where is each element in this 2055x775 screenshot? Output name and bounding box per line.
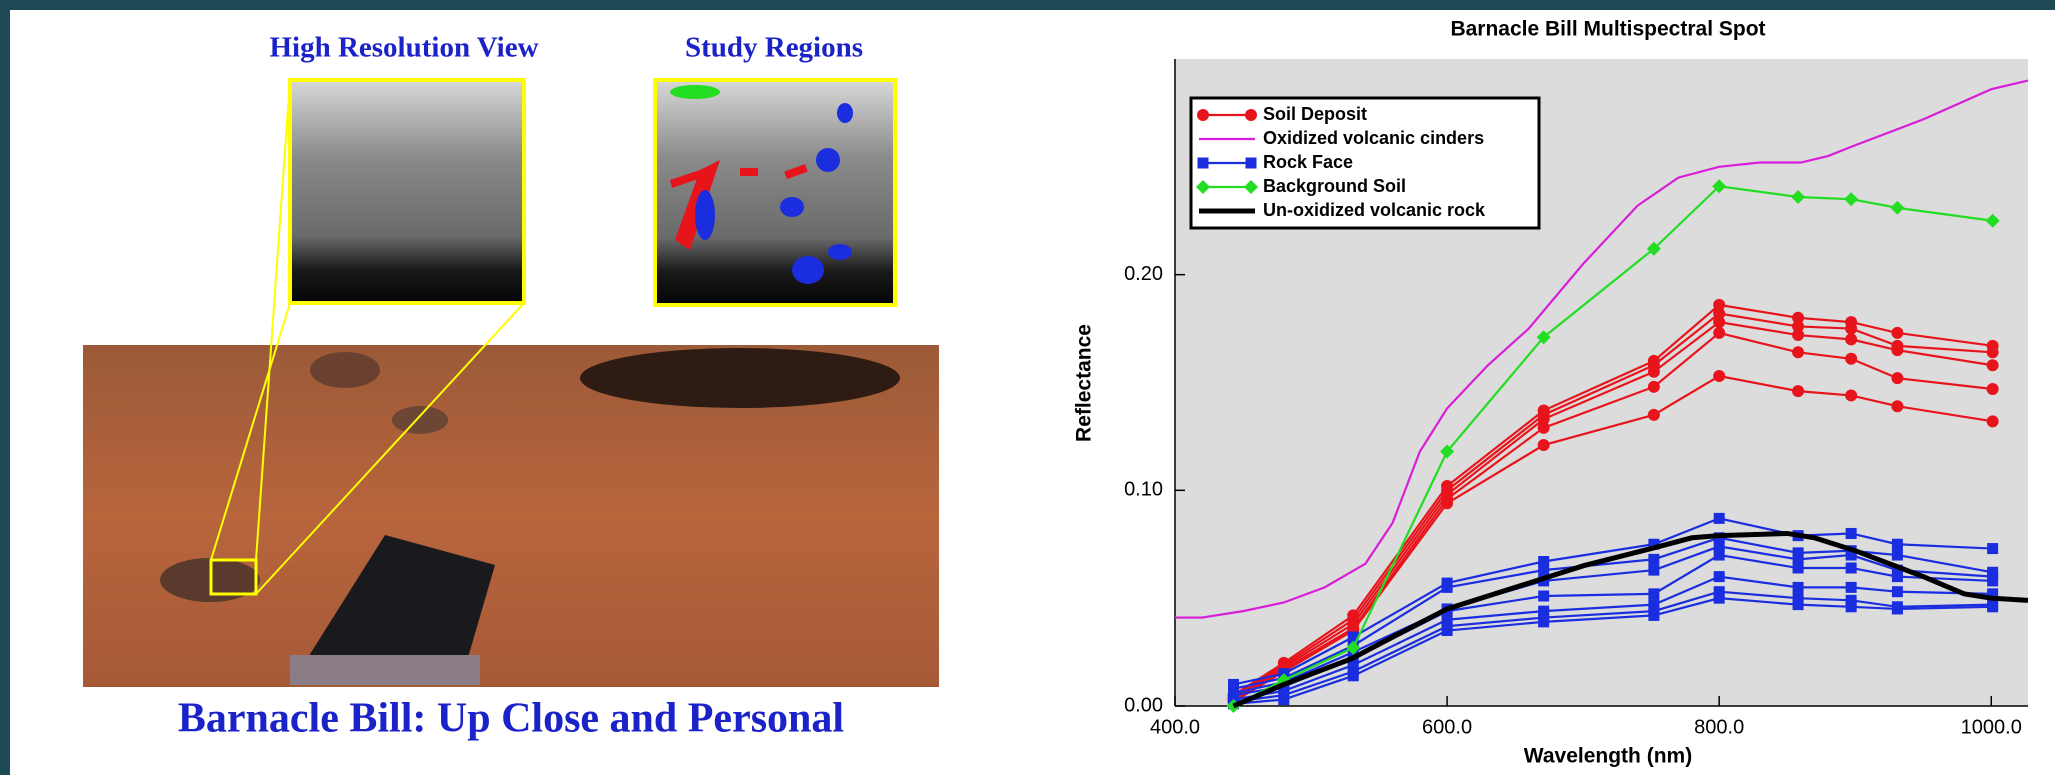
marker bbox=[1845, 323, 1857, 335]
region-blue bbox=[816, 148, 840, 172]
chart-title: Barnacle Bill Multispectral Spot bbox=[1450, 18, 1765, 41]
marker bbox=[1987, 346, 1999, 358]
x-tick-label: 400.0 bbox=[1150, 716, 1200, 738]
marker bbox=[1538, 422, 1550, 434]
y-tick-label: 0.10 bbox=[1124, 479, 1163, 501]
marker bbox=[1246, 158, 1257, 169]
y-tick-label: 0.20 bbox=[1124, 263, 1163, 285]
x-axis-label: Wavelength (nm) bbox=[1524, 745, 1692, 768]
marker bbox=[1441, 497, 1453, 509]
inset-label: High Resolution View bbox=[269, 32, 538, 64]
region-red bbox=[740, 168, 758, 176]
caption: Barnacle Bill: Up Close and Personal bbox=[178, 696, 844, 742]
marker bbox=[1648, 588, 1659, 599]
marker bbox=[1792, 329, 1804, 341]
crater bbox=[580, 348, 900, 408]
marker bbox=[1648, 610, 1659, 621]
y-tick-label: 0.00 bbox=[1124, 694, 1163, 716]
marker bbox=[1278, 694, 1289, 705]
legend-label: Rock Face bbox=[1263, 152, 1353, 172]
marker bbox=[1845, 389, 1857, 401]
x-tick-label: 800.0 bbox=[1694, 716, 1744, 738]
marker bbox=[1648, 381, 1660, 393]
marker bbox=[1846, 528, 1857, 539]
marker bbox=[1713, 316, 1725, 328]
marker bbox=[1538, 616, 1549, 627]
marker bbox=[1987, 359, 1999, 371]
rock bbox=[310, 352, 380, 388]
marker bbox=[1987, 383, 1999, 395]
marker bbox=[1892, 586, 1903, 597]
marker bbox=[1845, 353, 1857, 365]
region-blue bbox=[695, 190, 715, 240]
marker bbox=[1442, 625, 1453, 636]
inset-label: Study Regions bbox=[685, 32, 863, 64]
marker bbox=[1648, 409, 1660, 421]
marker bbox=[1846, 601, 1857, 612]
marker bbox=[1648, 554, 1659, 565]
marker bbox=[1987, 415, 1999, 427]
marker bbox=[1792, 346, 1804, 358]
marker bbox=[1713, 327, 1725, 339]
rock bbox=[392, 406, 448, 434]
marker bbox=[1714, 513, 1725, 524]
marker bbox=[1538, 565, 1549, 576]
marker bbox=[1987, 543, 1998, 554]
chart: Barnacle Bill Multispectral Spot Wavelen… bbox=[1073, 18, 2028, 768]
marker bbox=[1892, 571, 1903, 582]
page: High Resolution View Study Regions Barna… bbox=[0, 0, 2055, 775]
marker bbox=[1793, 582, 1804, 593]
marker bbox=[1891, 400, 1903, 412]
marker bbox=[1538, 591, 1549, 602]
marker bbox=[1891, 344, 1903, 356]
region-blue bbox=[828, 244, 852, 260]
legend-label: Un-oxidized volcanic rock bbox=[1263, 200, 1486, 220]
marker bbox=[1987, 601, 1998, 612]
marker bbox=[1846, 562, 1857, 573]
region-blue bbox=[837, 103, 853, 123]
slide: High Resolution View Study Regions Barna… bbox=[0, 0, 2055, 775]
high-res-inset bbox=[290, 80, 524, 303]
marker bbox=[1793, 562, 1804, 573]
legend-label: Background Soil bbox=[1263, 176, 1406, 196]
study-regions-inset bbox=[655, 80, 895, 305]
marker bbox=[1442, 582, 1453, 593]
marker bbox=[1538, 439, 1550, 451]
x-tick-label: 1000.0 bbox=[1961, 716, 2022, 738]
marker bbox=[1892, 603, 1903, 614]
marker bbox=[1792, 385, 1804, 397]
marker bbox=[1714, 550, 1725, 561]
marker bbox=[1987, 575, 1998, 586]
y-axis-label: Reflectance bbox=[1073, 324, 1096, 442]
marker bbox=[1713, 370, 1725, 382]
marker bbox=[1845, 333, 1857, 345]
marker bbox=[1714, 571, 1725, 582]
rover-body bbox=[290, 655, 480, 685]
marker bbox=[1714, 593, 1725, 604]
marker bbox=[1891, 372, 1903, 384]
region-green bbox=[670, 85, 720, 99]
marker bbox=[1891, 327, 1903, 339]
marker bbox=[1245, 109, 1257, 121]
marker bbox=[1846, 582, 1857, 593]
legend-label: Oxidized volcanic cinders bbox=[1263, 128, 1484, 148]
marker bbox=[1648, 366, 1660, 378]
marker bbox=[1197, 109, 1209, 121]
marker bbox=[1348, 670, 1359, 681]
x-tick-label: 600.0 bbox=[1422, 716, 1472, 738]
region-blue bbox=[780, 197, 804, 217]
marker bbox=[1198, 158, 1209, 169]
legend-label: Soil Deposit bbox=[1263, 104, 1367, 124]
marker bbox=[1648, 565, 1659, 576]
marker bbox=[1793, 599, 1804, 610]
marker bbox=[1892, 550, 1903, 561]
region-blue bbox=[792, 256, 824, 284]
marker bbox=[1892, 539, 1903, 550]
